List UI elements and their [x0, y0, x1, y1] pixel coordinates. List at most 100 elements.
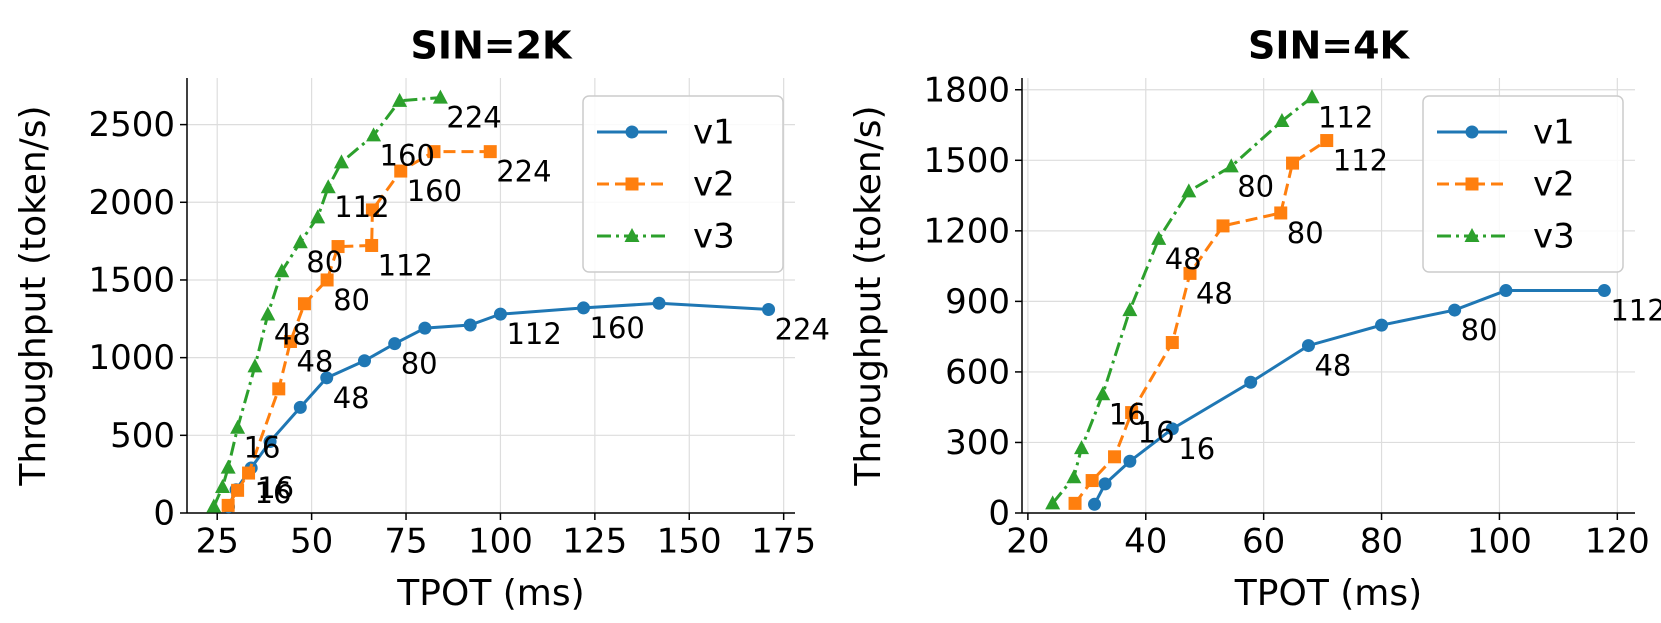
marker [1274, 206, 1288, 220]
x-tick-label: 60 [1242, 522, 1285, 562]
marker [1223, 158, 1239, 173]
marker [272, 382, 286, 396]
point-label: 16 [244, 431, 281, 465]
marker [1108, 450, 1122, 464]
marker [206, 498, 222, 513]
y-tick-label: 600 [945, 352, 1010, 392]
point-label: 16 [1138, 416, 1175, 450]
marker [418, 321, 432, 335]
marker [483, 145, 497, 159]
marker [432, 89, 448, 104]
marker [392, 92, 408, 107]
marker [1068, 496, 1082, 510]
marker [577, 301, 591, 315]
marker [231, 483, 245, 497]
marker [320, 273, 334, 287]
x-tick-label: 150 [657, 522, 722, 562]
marker [1074, 440, 1090, 455]
point-label: 112 [1610, 294, 1661, 328]
legend-marker [1465, 125, 1479, 139]
marker [1183, 266, 1197, 280]
x-tick-label: 100 [1467, 522, 1532, 562]
marker [221, 498, 235, 512]
point-label: 80 [1461, 313, 1498, 347]
legend-marker [625, 177, 639, 191]
marker [1095, 386, 1111, 401]
x-tick-label: 120 [1585, 522, 1650, 562]
point-label: 160 [407, 174, 462, 208]
point-label: 16 [1178, 432, 1215, 466]
y-tick-label: 1000 [88, 338, 175, 378]
x-tick-label: 175 [751, 522, 816, 562]
marker [365, 238, 379, 252]
marker [1274, 113, 1290, 128]
y-tick-label: 0 [153, 494, 175, 534]
point-label: 48 [333, 381, 370, 415]
marker [1597, 284, 1611, 298]
legend-label: v1 [693, 113, 735, 153]
point-label: 112 [1318, 100, 1373, 134]
marker [1098, 477, 1112, 491]
point-label: 48 [296, 344, 333, 378]
marker [292, 234, 308, 249]
marker [1087, 497, 1101, 511]
point-label: 160 [380, 138, 435, 172]
point-label: 224 [496, 155, 551, 189]
legend-label: v3 [693, 217, 735, 257]
y-tick-label: 300 [945, 423, 1010, 463]
marker [388, 337, 402, 351]
marker [310, 209, 326, 224]
y-tick-label: 900 [945, 282, 1010, 322]
point-label: 48 [1314, 349, 1351, 383]
point-label: 112 [334, 190, 389, 224]
marker [242, 466, 256, 480]
legend-marker [1464, 228, 1480, 242]
marker [1301, 339, 1315, 353]
marker [1123, 454, 1137, 468]
y-axis-label: Throughput (token/s) [848, 105, 889, 486]
point-label: 16 [257, 471, 294, 505]
series-line [1051, 96, 1313, 505]
marker [1066, 469, 1082, 484]
legend-label: v3 [1533, 217, 1575, 257]
y-tick-label: 1800 [923, 70, 1010, 110]
marker [214, 479, 230, 494]
marker [1244, 375, 1258, 389]
subplot: SIN=2K 0 500 1000 1500 2000 2500 25 50 75 100 125 15… [13, 24, 830, 615]
marker [1125, 406, 1139, 420]
point-label: 112 [378, 248, 433, 282]
marker [1320, 134, 1334, 148]
point-label: 112 [1333, 144, 1388, 178]
marker [283, 334, 297, 348]
y-tick-label: 1500 [923, 141, 1010, 181]
marker [1286, 156, 1300, 170]
y-tick-label: 500 [110, 416, 175, 456]
point-label: 48 [274, 317, 311, 351]
legend-marker [1465, 177, 1479, 191]
marker [331, 240, 345, 254]
point-label: 16 [255, 476, 292, 510]
marker [365, 203, 379, 217]
marker [1122, 302, 1138, 317]
series-line [212, 96, 441, 508]
marker [274, 263, 290, 278]
legend-label: v2 [693, 165, 735, 205]
point-label: 224 [775, 312, 830, 346]
marker [260, 306, 276, 321]
legend-marker [624, 228, 640, 242]
point-label: 112 [506, 317, 561, 351]
marker [1448, 303, 1462, 317]
x-tick-label: 100 [468, 522, 533, 562]
marker [357, 354, 371, 368]
point-label: 160 [590, 311, 645, 345]
point-label: 80 [333, 283, 370, 317]
point-label: 80 [306, 245, 343, 279]
marker [1045, 495, 1061, 510]
marker [1165, 422, 1179, 436]
marker [652, 296, 666, 310]
point-label: 16 [1109, 397, 1146, 431]
legend-box [582, 95, 784, 273]
x-tick-label: 20 [1006, 522, 1049, 562]
y-tick-label: 1200 [923, 211, 1010, 251]
point-label: 48 [1196, 276, 1233, 310]
